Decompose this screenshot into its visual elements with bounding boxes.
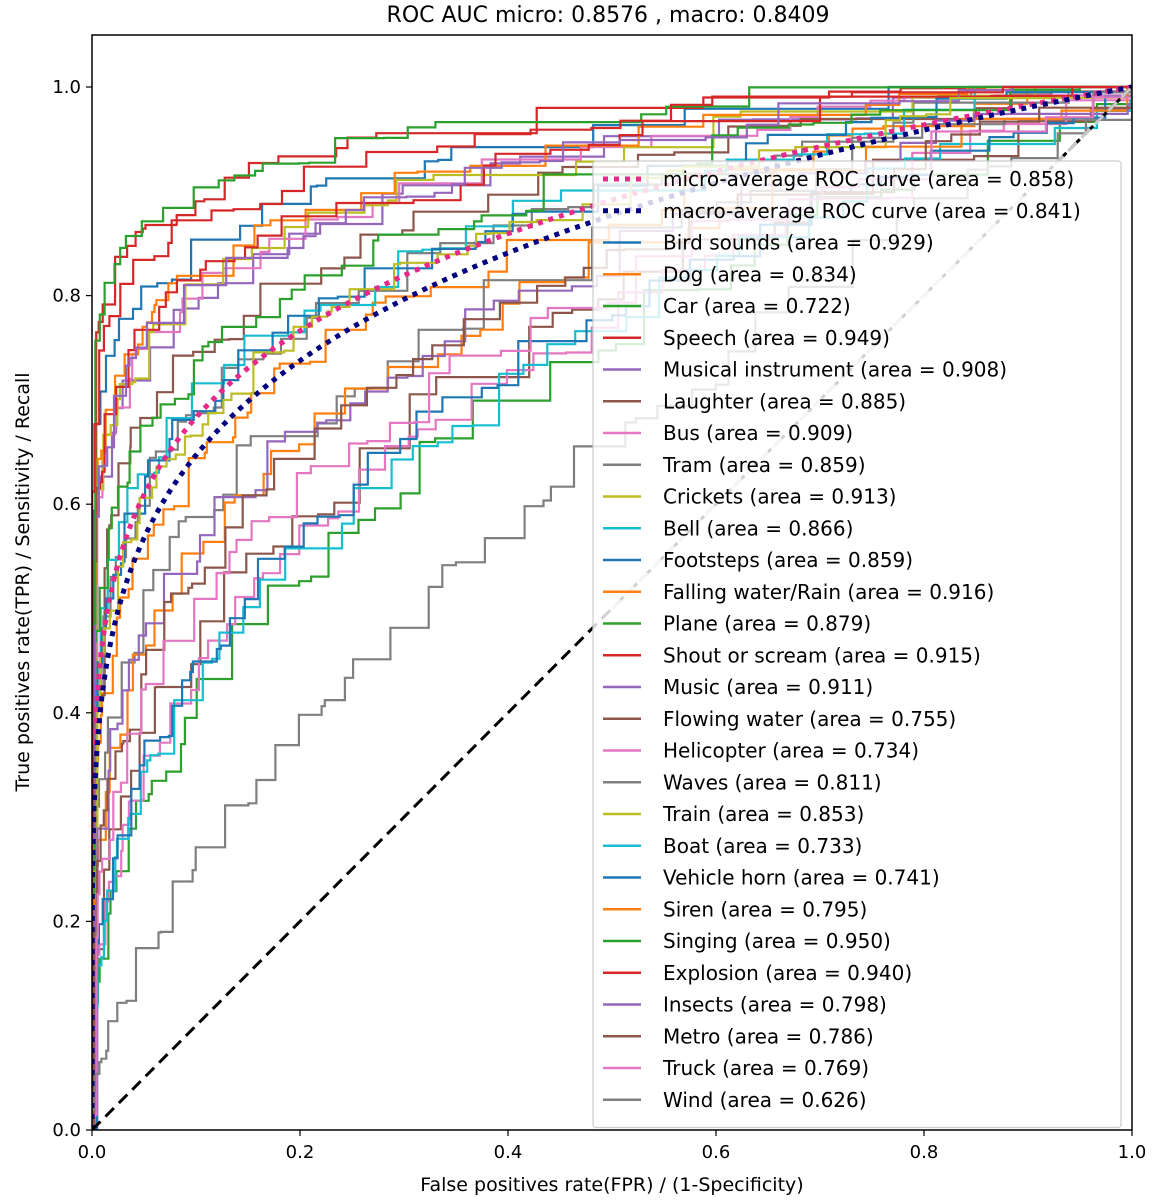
x-tick-label: 0.0 <box>78 1142 107 1163</box>
legend-entry-label: Crickets (area = 0.913) <box>663 485 896 509</box>
roc-curve-16 <box>92 85 1132 1130</box>
legend-entry-label: Boat (area = 0.733) <box>663 834 862 858</box>
x-tick-label: 0.8 <box>910 1142 939 1163</box>
legend-entry-label: Waves (area = 0.811) <box>663 770 882 794</box>
legend-entry-label: Music (area = 0.911) <box>663 675 873 699</box>
legend-entry-label: Car (area = 0.722) <box>663 294 851 318</box>
roc-curve-0 <box>92 84 1132 1130</box>
legend-entry-label: Siren (area = 0.795) <box>663 897 867 921</box>
roc-curve-2 <box>92 85 1132 1130</box>
roc-curve-1 <box>92 84 1132 1130</box>
legend-entry-label: Speech (area = 0.949) <box>663 326 890 350</box>
y-tick-label: 0.8 <box>52 286 81 307</box>
legend-entry-label: Bird sounds (area = 0.929) <box>663 231 934 255</box>
y-axis-ticks: 0.0 0.2 0.4 0.6 0.8 1.0 <box>52 77 92 1141</box>
y-axis-title: True positives rate(TPR) / Sensitivity /… <box>12 372 34 792</box>
y-tick-label: 0.4 <box>52 703 81 724</box>
y-tick-label: 0.6 <box>52 494 81 515</box>
legend: micro-average ROC curve (area = 0.858) ma… <box>592 160 1122 1129</box>
legend-entry-label: Metro (area = 0.786) <box>663 1024 874 1048</box>
roc-curve-25 <box>92 85 1132 1130</box>
legend-entry-label: Tram (area = 0.859) <box>662 453 866 477</box>
legend-entry-label: Vehicle horn (area = 0.741) <box>663 866 940 890</box>
legend-entry-label: Insects (area = 0.798) <box>663 993 887 1017</box>
legend-entry-label: Falling water/Rain (area = 0.916) <box>663 580 994 604</box>
plot-frame <box>91 34 1133 1131</box>
legend-entry-label: Truck (area = 0.769) <box>662 1056 869 1080</box>
roc-curve-10 <box>92 85 1132 1130</box>
legend-entry-label: Train (area = 0.853) <box>662 802 864 826</box>
legend-entry-label: micro-average ROC curve (area = 0.858) <box>663 167 1074 191</box>
legend-entry-label: Bell (area = 0.866) <box>663 516 853 540</box>
legend-entry-label: Helicopter (area = 0.734) <box>663 739 919 763</box>
legend-box <box>592 160 1122 1129</box>
x-axis-ticks: 0.0 0.2 0.4 0.6 0.8 1.0 <box>78 1130 1147 1163</box>
y-tick-label: 0.2 <box>52 911 81 932</box>
legend-entry-label: Wind (area = 0.626) <box>663 1088 867 1112</box>
y-tick-label: 0.0 <box>52 1120 81 1141</box>
legend-entry-label: Bus (area = 0.909) <box>663 421 853 445</box>
y-tick-label: 1.0 <box>52 77 81 98</box>
chart-title: ROC AUC micro: 0.8576 , macro: 0.8409 <box>387 3 830 28</box>
legend-entry-label: Flowing water (area = 0.755) <box>663 707 956 731</box>
roc-curve-15 <box>92 85 1132 1130</box>
roc-curve-13 <box>92 85 1132 1130</box>
legend-entry-label: Singing (area = 0.950) <box>663 929 891 953</box>
x-tick-label: 0.4 <box>494 1142 523 1163</box>
roc-curve-24 <box>92 85 1132 1130</box>
legend-entry-label: Laughter (area = 0.885) <box>663 389 906 413</box>
legend-entry-label: Shout or scream (area = 0.915) <box>663 643 981 667</box>
legend-entry-label: Dog (area = 0.834) <box>663 262 857 286</box>
legend-entry-label: macro-average ROC curve (area = 0.841) <box>663 199 1081 223</box>
x-tick-label: 0.6 <box>702 1142 731 1163</box>
x-axis-title: False positives rate(FPR) / (1-Specifici… <box>420 1174 803 1196</box>
legend-entry-label: Footsteps (area = 0.859) <box>663 548 913 572</box>
x-tick-label: 1.0 <box>1118 1142 1147 1163</box>
legend-entry-label: Plane (area = 0.879) <box>663 612 871 636</box>
legend-entry-label: Musical instrument (area = 0.908) <box>663 358 1007 382</box>
legend-entry-label: Explosion (area = 0.940) <box>663 961 912 985</box>
x-tick-label: 0.2 <box>286 1142 315 1163</box>
roc-curve-14 <box>92 85 1132 1130</box>
